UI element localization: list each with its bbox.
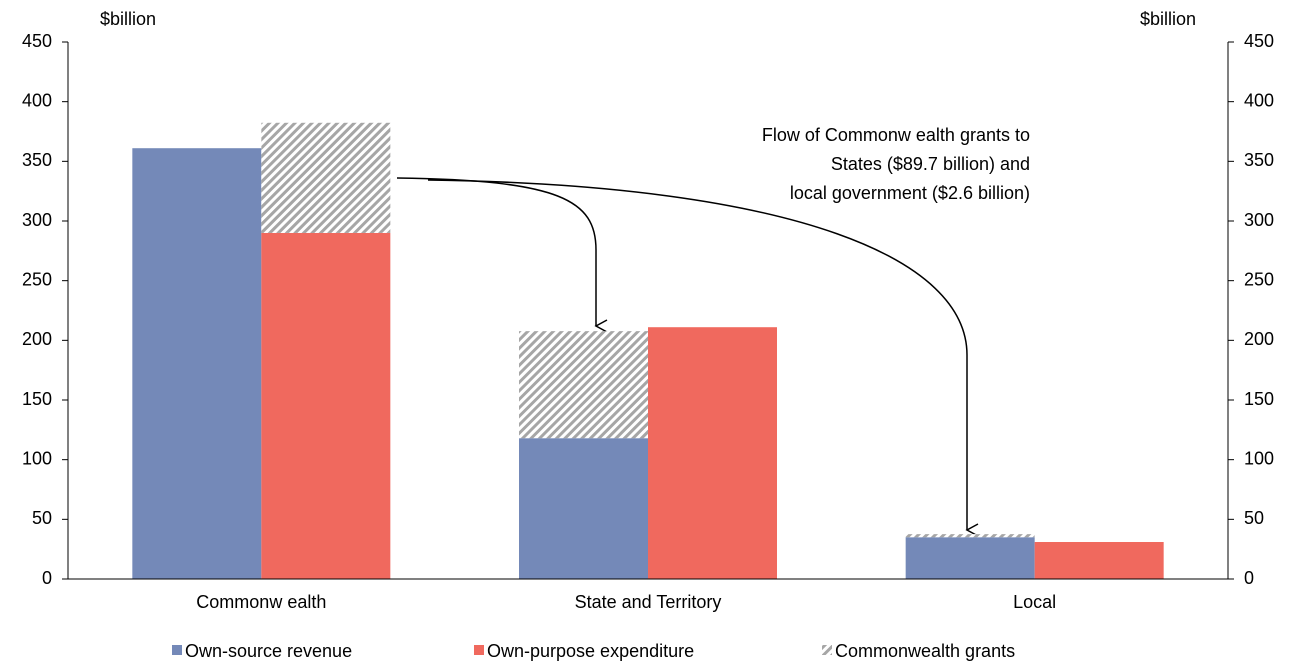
y2-tick-label: 0 [1244,568,1254,588]
y-tick-label: 400 [22,90,52,110]
x-tick-label: Local [1013,592,1056,612]
bar [132,148,262,579]
bar [519,438,648,579]
x-tick-label: State and Territory [575,592,722,612]
y2-tick-label: 200 [1244,329,1274,349]
flow-arrow [396,177,608,333]
annotation: local government ($2.6 billion) [790,183,1030,203]
y2-tick-label: 450 [1244,31,1274,51]
y-tick-label: 150 [22,389,52,409]
y2-tick-label: 50 [1244,508,1264,528]
annotation: States ($89.7 billion) and [831,154,1030,174]
y-tick-label: 100 [22,448,52,468]
y-axis-label: $billion [100,9,156,29]
annotation: Flow of Commonw ealth grants to [762,125,1030,145]
y-tick-label: 0 [42,568,52,588]
y-tick-label: 50 [32,508,52,528]
y2-tick-label: 300 [1244,210,1274,230]
y2-axis-label: $billion [1140,9,1196,29]
y2-tick-label: 150 [1244,389,1274,409]
bar [905,537,1035,579]
legend-swatch [474,645,484,655]
y-tick-label: 450 [22,31,52,51]
y-tick-label: 200 [22,329,52,349]
y2-tick-label: 100 [1244,448,1274,468]
bar [648,327,777,579]
legend-label: Commonwealth grants [835,641,1015,661]
y-tick-label: 350 [22,150,52,170]
x-tick-label: Commonw ealth [196,592,326,612]
legend-label: Own-purpose expenditure [487,641,694,661]
bar [1034,542,1164,579]
y-tick-label: 300 [22,210,52,230]
legend-swatch [172,645,182,655]
y2-tick-label: 400 [1244,90,1274,110]
bar-segment [905,534,1035,538]
bar-segment [519,331,648,439]
bar [261,232,391,579]
y-tick-label: 250 [22,269,52,289]
bar-segment [261,122,391,233]
legend-swatch [822,645,832,655]
y2-tick-label: 350 [1244,150,1274,170]
legend-label: Own-source revenue [185,641,352,661]
y2-tick-label: 250 [1244,269,1274,289]
flow-arrow [427,179,979,537]
